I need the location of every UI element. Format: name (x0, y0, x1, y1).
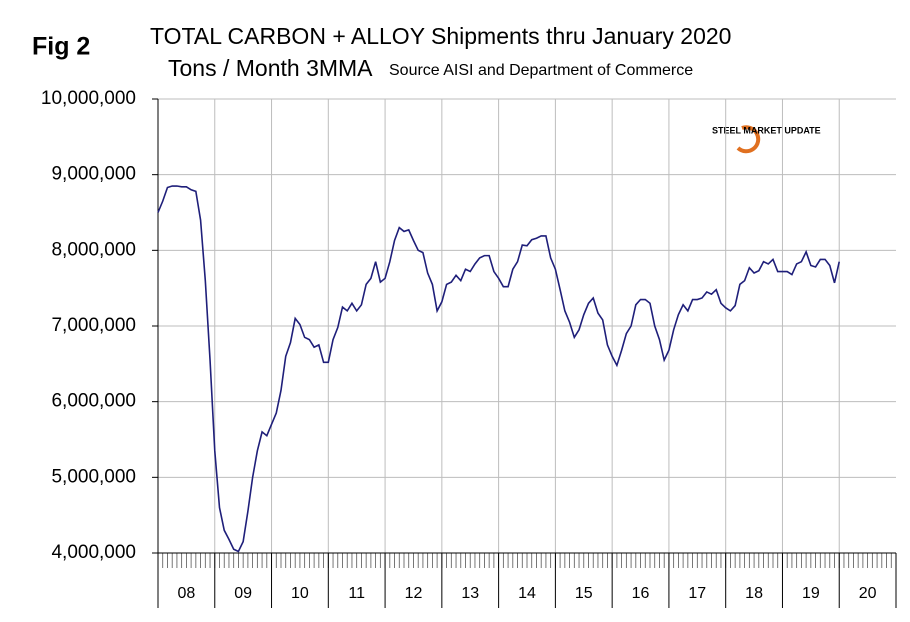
logo: STEEL MARKET UPDATE (712, 125, 821, 154)
source-note: Source AISI and Department of Commerce (389, 62, 693, 79)
y-tick-label: 6,000,000 (51, 391, 136, 412)
logo-swoosh (736, 125, 761, 154)
data-line (157, 185, 841, 553)
logo-text: STEEL MARKET UPDATE (712, 125, 821, 135)
y-tick-label: 8,000,000 (51, 239, 136, 260)
x-tick-label: 10 (291, 585, 309, 602)
x-tick-label: 16 (632, 585, 650, 602)
y-tick-label: 5,000,000 (51, 466, 136, 487)
x-tick-label: 11 (348, 585, 365, 602)
fig-label: Fig 2 (32, 33, 90, 61)
y-tick-label: 4,000,000 (51, 542, 136, 563)
x-tick-label: 09 (234, 585, 252, 602)
x-tick-label: 14 (518, 585, 536, 602)
x-tick-label: 13 (461, 585, 479, 602)
x-tick-label: 12 (405, 585, 423, 602)
y-tick-label: 9,000,000 (51, 164, 136, 185)
y-tick-label: 10,000,000 (41, 88, 136, 109)
chart-subtitle: Tons / Month 3MMA (168, 55, 373, 81)
y-tick-label: 7,000,000 (51, 315, 136, 336)
x-tick-label: 15 (575, 585, 593, 602)
x-tick-label: 08 (177, 585, 195, 602)
chart-title: TOTAL CARBON + ALLOY Shipments thru Janu… (150, 23, 731, 49)
x-tick-label: 17 (688, 585, 706, 602)
x-tick-label: 18 (745, 585, 763, 602)
x-tick-label: 19 (802, 585, 820, 602)
x-tick-label: 20 (859, 585, 877, 602)
